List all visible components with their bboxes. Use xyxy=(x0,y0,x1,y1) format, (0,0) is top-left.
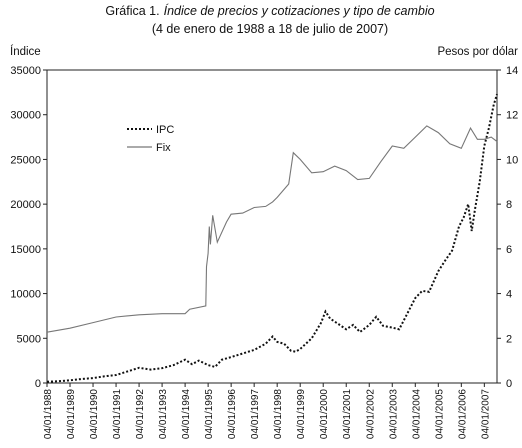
x-tick-label: 04/01/1990 xyxy=(89,389,100,439)
y-left-tick-label: 25000 xyxy=(10,154,41,166)
x-tick-label: 04/01/2002 xyxy=(365,389,376,439)
chart-title: Gráfica 1. Índice de precios y cotizacion… xyxy=(105,3,434,18)
chart-title-main: Índice de precios y cotizaciones y tipo … xyxy=(164,3,435,18)
y-right-ticks: 0 2 4 6 8 10 12 14 xyxy=(497,65,518,390)
y-right-tick-label: 0 xyxy=(506,378,512,390)
y-left-tick-label: 35000 xyxy=(10,65,41,77)
x-tick-label: 04/01/1999 xyxy=(296,389,307,439)
legend: IPC Fix xyxy=(127,124,174,154)
y-right-axis-title: Pesos por dólar xyxy=(437,46,518,58)
y-right-tick-label: 6 xyxy=(506,244,512,256)
x-tick-label: 04/01/2000 xyxy=(319,389,330,439)
y-right-tick-label: 4 xyxy=(506,289,512,301)
x-tick-label: 04/01/1988 xyxy=(43,389,54,439)
x-tick-label: 04/01/2005 xyxy=(434,389,445,439)
y-left-axis-title: Índice xyxy=(10,45,41,58)
x-ticks: 04/01/1988 04/01/1989 04/01/1990 04/01/1991… xyxy=(43,383,491,439)
x-tick-label: 04/01/2004 xyxy=(411,389,422,439)
x-tick-label: 04/01/1991 xyxy=(112,389,123,439)
y-left-tick-label: 0 xyxy=(35,378,41,390)
y-right-tick-label: 14 xyxy=(506,65,518,77)
y-right-tick-label: 8 xyxy=(506,199,512,211)
x-tick-label: 04/01/1989 xyxy=(66,389,77,439)
x-tick-label: 04/01/1996 xyxy=(227,389,238,439)
x-tick-label: 04/01/1995 xyxy=(204,389,215,439)
x-tick-label: 04/01/1993 xyxy=(158,389,169,439)
series-group xyxy=(46,93,498,383)
x-tick-label: 04/01/1994 xyxy=(181,389,192,439)
x-tick-label: 04/01/2001 xyxy=(342,389,353,439)
y-right-tick-label: 2 xyxy=(506,333,512,345)
x-tick-label: 04/01/1997 xyxy=(250,389,261,439)
y-right-tick-label: 12 xyxy=(506,110,518,122)
x-tick-label: 04/01/2006 xyxy=(457,389,468,439)
chart-subtitle: (4 de enero de 1988 a 18 de julio de 200… xyxy=(152,22,388,36)
chart-title-prefix: Gráfica 1. xyxy=(105,4,159,18)
plot-frame xyxy=(46,69,498,384)
y-left-tick-label: 20000 xyxy=(10,199,41,211)
series-line-ipc xyxy=(46,93,498,383)
legend-label-ipc: IPC xyxy=(156,124,174,136)
x-tick-label: 04/01/1992 xyxy=(135,389,146,439)
y-left-tick-label: 30000 xyxy=(10,110,41,122)
series-line-fix xyxy=(46,125,498,333)
y-left-tick-label: 5000 xyxy=(17,333,41,345)
y-left-tick-label: 15000 xyxy=(10,244,41,256)
x-tick-label: 04/01/2003 xyxy=(388,389,399,439)
x-tick-label: 04/01/2007 xyxy=(480,389,491,439)
y-right-tick-label: 10 xyxy=(506,154,518,166)
y-left-tick-label: 10000 xyxy=(10,289,41,301)
legend-label-fix: Fix xyxy=(156,142,171,154)
y-left-ticks: 0 5000 10000 15000 20000 25000 30000 35000 xyxy=(10,65,47,390)
x-tick-label: 04/01/1998 xyxy=(273,389,284,439)
